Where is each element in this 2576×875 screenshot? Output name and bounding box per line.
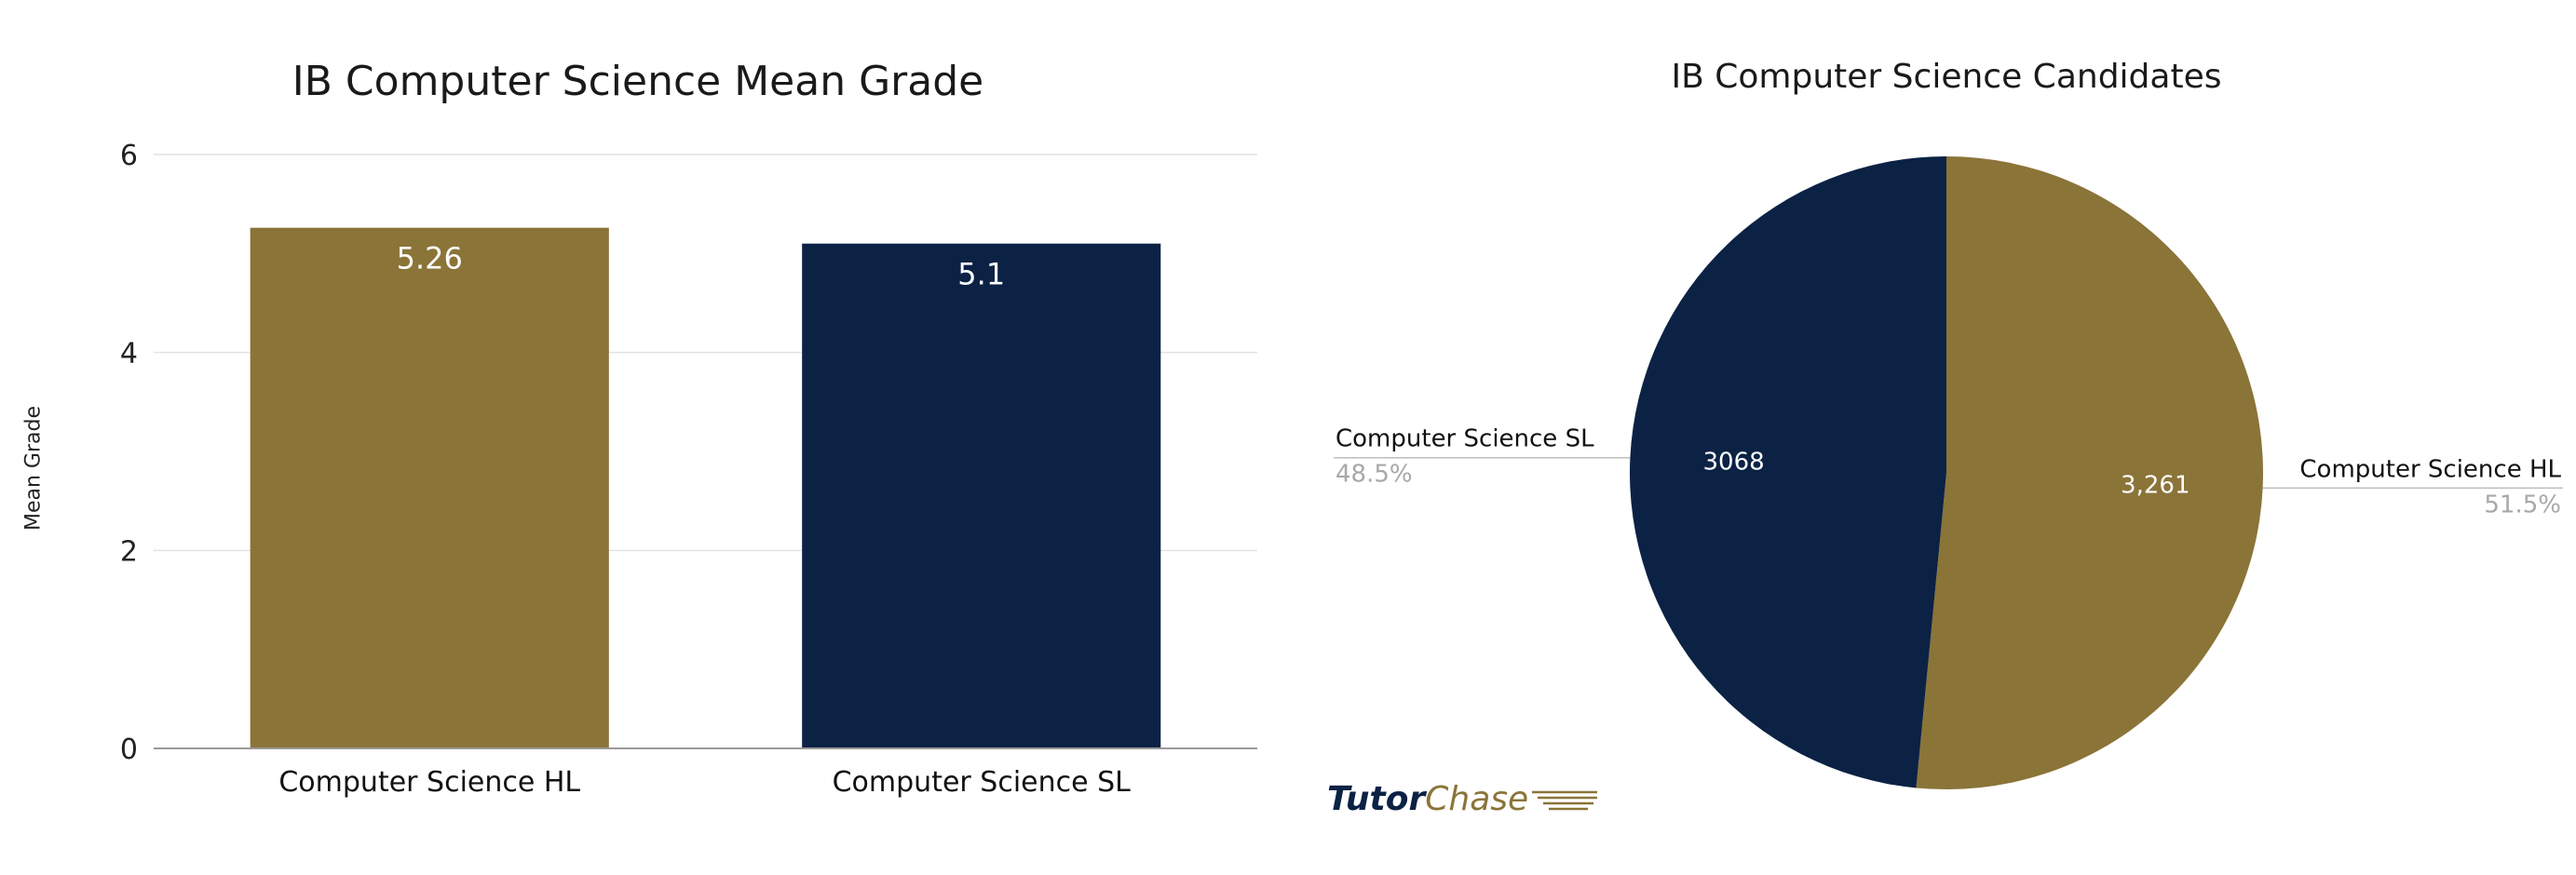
pie-value-label: 3068	[1703, 448, 1765, 476]
pie-slice-sl	[1630, 156, 1946, 788]
bar-chart: 0 2 4 6 5.26 Computer Science HL 5.1 Computer S…	[120, 140, 1257, 799]
x-tick-label: Computer Science SL	[833, 766, 1132, 799]
bar-value-label: 5.26	[397, 241, 463, 276]
logo-swoosh-icon	[1532, 790, 1598, 811]
bar-sl	[802, 243, 1161, 748]
bar-hl	[250, 227, 609, 749]
pie-category-label: Computer Science SL	[1335, 425, 1594, 453]
bar-value-label: 5.1	[957, 257, 1005, 292]
pie-percent-label: 51.5%	[2484, 491, 2561, 518]
pie-chart-title: IB Computer Science Candidates	[1671, 58, 2222, 96]
pie-percent-label: 48.5%	[1335, 461, 1413, 489]
pie-category-label: Computer Science HL	[2299, 455, 2561, 483]
bar-chart-title: IB Computer Science Mean Grade	[291, 58, 984, 105]
tutorchase-logo: TutorChase	[1327, 780, 1598, 823]
y-tick-label: 4	[120, 338, 138, 370]
y-tick-label: 6	[120, 140, 138, 172]
logo-text-tutor: Tutor	[1327, 780, 1426, 818]
y-tick-label: 0	[120, 734, 138, 766]
y-tick-label: 2	[120, 535, 138, 568]
pie-slice-hl	[1916, 156, 2264, 789]
x-tick-label: Computer Science HL	[278, 766, 580, 799]
logo-text-chase: Chase	[1425, 780, 1529, 818]
pie-value-label: 3,261	[2121, 472, 2190, 500]
